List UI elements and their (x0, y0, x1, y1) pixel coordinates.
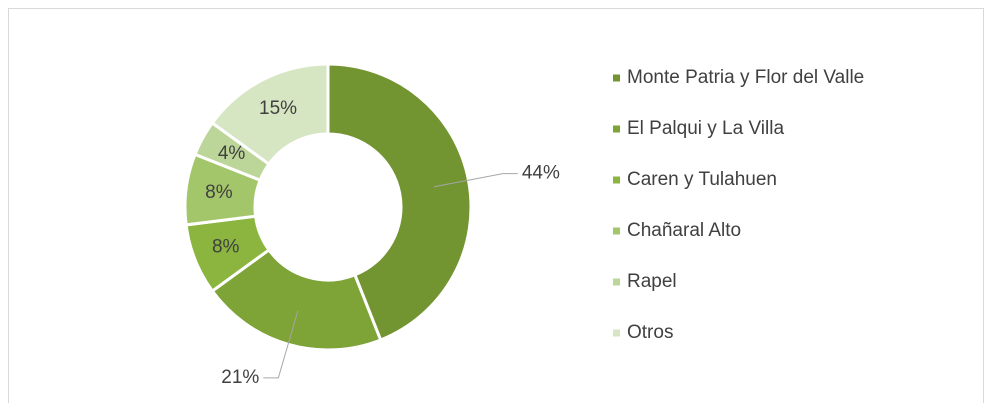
legend-label: Otros (627, 322, 673, 343)
legend-swatch (613, 176, 620, 184)
legend-swatch (613, 329, 620, 337)
legend-swatch (613, 125, 620, 133)
legend-swatch (613, 278, 620, 286)
donut-slice (326, 62, 473, 342)
leader-line (433, 173, 518, 188)
legend-swatch (613, 74, 620, 82)
data-label: 8% (205, 182, 233, 203)
legend-label: El Palqui y La Villa (627, 118, 784, 139)
data-label: 8% (212, 237, 240, 258)
data-label: 21% (221, 367, 259, 388)
data-label: 4% (218, 143, 246, 164)
donut-slice (210, 247, 383, 352)
donut-slice (210, 62, 330, 167)
legend-swatch (613, 227, 620, 235)
chart-frame (8, 8, 984, 403)
legend-label: Rapel (627, 271, 677, 292)
data-label: 44% (522, 163, 560, 184)
legend-label: Monte Patria y Flor del Valle (627, 67, 864, 88)
legend-label: Chañaral Alto (627, 220, 741, 241)
data-label: 15% (259, 98, 297, 119)
leader-line (263, 310, 299, 379)
legend-label: Caren y Tulahuen (627, 169, 777, 190)
